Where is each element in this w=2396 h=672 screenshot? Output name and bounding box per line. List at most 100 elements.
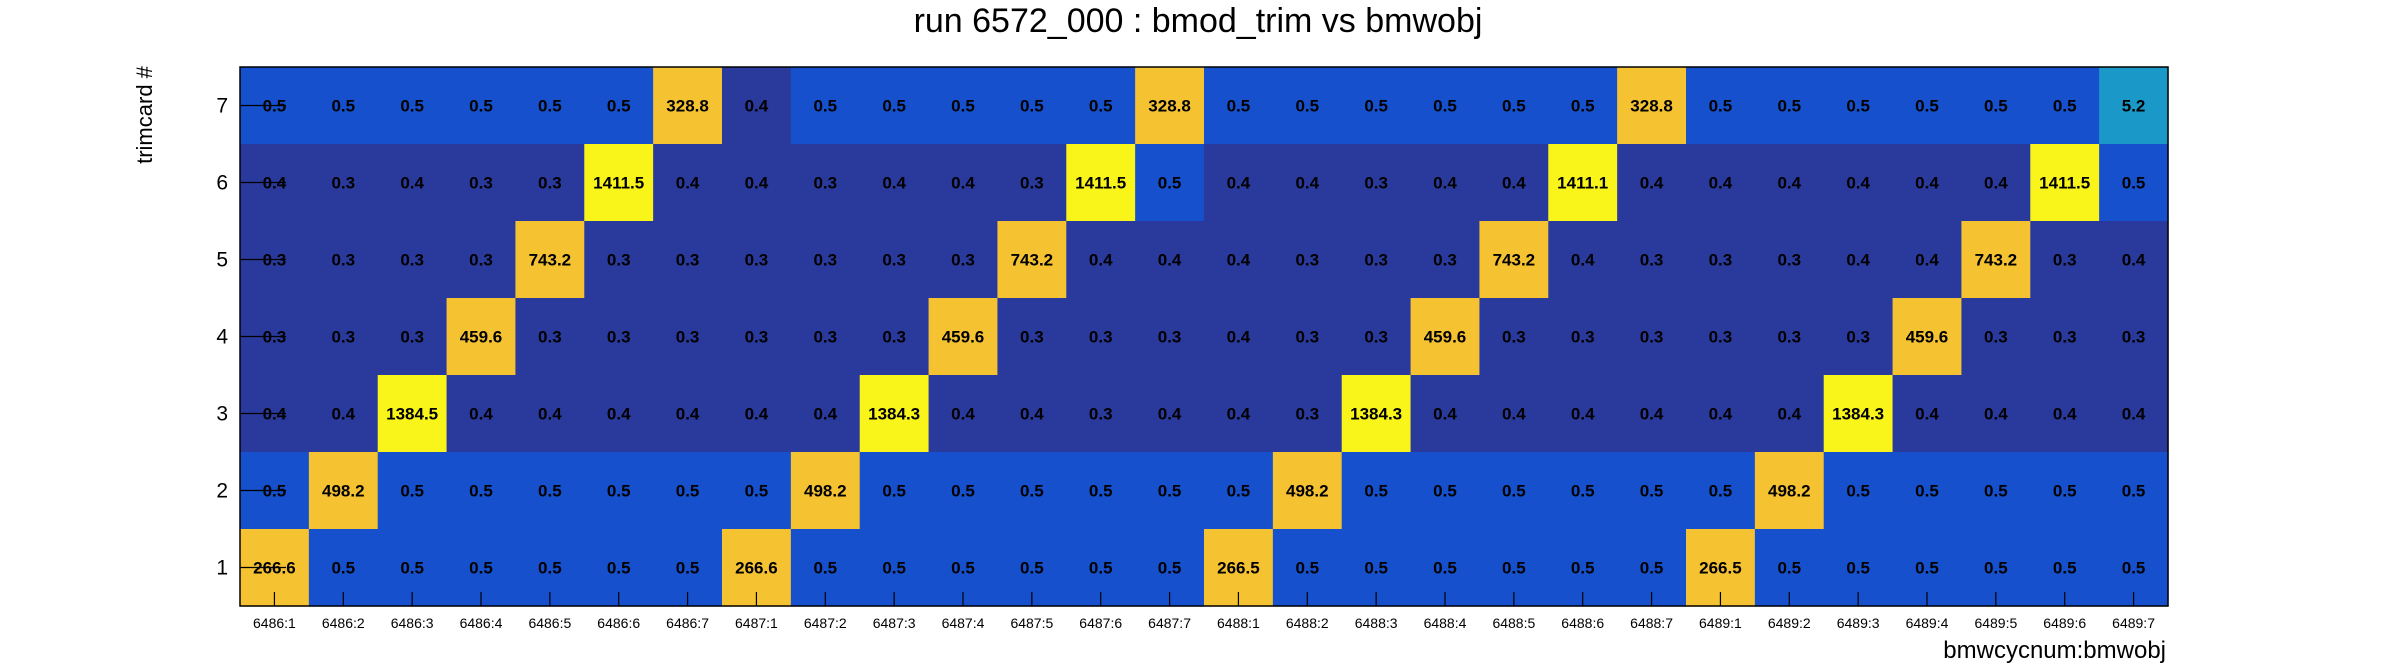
heatmap-cell [446, 67, 517, 145]
cell-value-label: 328.8 [666, 97, 709, 116]
heatmap-cell [997, 67, 1067, 145]
x-tick-label: 6488:4 [1424, 615, 1467, 631]
cell-value-label: 0.5 [1089, 482, 1113, 501]
cell-value-label: 0.3 [1777, 251, 1801, 270]
cell-value-label: 0.5 [2122, 559, 2146, 578]
heatmap-cell [1617, 67, 1687, 145]
cell-value-label: 0.5 [676, 559, 700, 578]
cell-value-label: 0.3 [400, 251, 424, 270]
heatmap-cell [1272, 144, 1343, 222]
heatmap-cell [1548, 144, 1618, 222]
cell-value-label: 0.3 [813, 328, 837, 347]
x-tick-label: 6486:1 [253, 615, 296, 631]
heatmap-cell [1341, 452, 1412, 530]
heatmap-cell [1617, 144, 1687, 222]
heatmap-cell [2030, 298, 2100, 376]
cell-value-label: 0.5 [538, 559, 562, 578]
heatmap-cell [377, 452, 448, 530]
heatmap-cell [722, 375, 792, 453]
heatmap-cell [1066, 452, 1136, 530]
heatmap-cell [584, 144, 654, 222]
cell-value-label: 459.6 [460, 328, 503, 347]
heatmap-cell [1754, 452, 1825, 530]
cell-value-label: 0.5 [1846, 559, 1870, 578]
heatmap-cell [790, 452, 861, 530]
cell-value-label: 0.3 [1364, 174, 1388, 193]
cell-value-label: 0.5 [469, 559, 493, 578]
x-axis-label: bmwcycnum:bmwobj [1943, 637, 2166, 664]
cell-value-label: 0.5 [1984, 97, 2008, 116]
heatmap-cell [1892, 452, 1963, 530]
cell-value-label: 498.2 [1768, 482, 1811, 501]
cell-value-label: 498.2 [1286, 482, 1329, 501]
cell-value-label: 0.4 [676, 405, 700, 424]
heatmap-cell [1410, 375, 1481, 453]
heatmap-cell [1410, 452, 1481, 530]
cell-value-label: 0.3 [607, 251, 631, 270]
cell-value-label: 0.5 [1158, 482, 1182, 501]
x-tick-label: 6488:2 [1286, 615, 1329, 631]
cell-value-label: 266.6 [735, 559, 778, 578]
cell-value-label: 0.4 [1640, 174, 1664, 193]
heatmap-cell [1823, 298, 1894, 376]
cell-value-label: 0.5 [1295, 97, 1319, 116]
cell-value-label: 0.4 [1709, 405, 1733, 424]
heatmap-cell [1823, 375, 1894, 453]
cell-value-label: 0.5 [1709, 97, 1733, 116]
cell-value-label: 0.3 [1020, 174, 1044, 193]
cell-value-label: 0.5 [1709, 482, 1733, 501]
x-tick-label: 6487:5 [1010, 615, 1053, 631]
cell-value-label: 0.3 [538, 174, 562, 193]
heatmap-cell [653, 375, 723, 453]
heatmap-cell [859, 452, 930, 530]
cell-value-label: 0.3 [1295, 405, 1319, 424]
cell-value-label: 1411.5 [1075, 174, 1126, 193]
cell-value-label: 0.3 [331, 174, 355, 193]
cell-value-label: 0.5 [951, 482, 975, 501]
cell-value-label: 1384.3 [868, 405, 920, 424]
heatmap-cell [1341, 67, 1412, 145]
heatmap-cell [1686, 144, 1756, 222]
cell-value-label: 0.4 [813, 405, 837, 424]
cell-value-label: 266.5 [1699, 559, 1742, 578]
heatmap-cell [308, 67, 379, 145]
heatmap-cell [1204, 144, 1274, 222]
heatmap-cell [1686, 375, 1756, 453]
cell-value-label: 0.5 [1571, 97, 1595, 116]
heatmap-cell [1686, 298, 1756, 376]
heatmap-cell [446, 298, 517, 376]
heatmap-cell [1617, 375, 1687, 453]
cell-value-label: 0.5 [813, 97, 837, 116]
heatmap-cell [2099, 67, 2169, 145]
cell-value-label: 0.5 [607, 482, 631, 501]
heatmap-cell [928, 67, 999, 145]
heatmap-cell [1754, 144, 1825, 222]
heatmap-cell [377, 375, 448, 453]
heatmap-cell [790, 375, 861, 453]
heatmap-cell [1961, 144, 2031, 222]
cell-value-label: 0.5 [1364, 97, 1388, 116]
heatmap-cell [928, 221, 999, 299]
x-tick-label: 6489:3 [1837, 615, 1880, 631]
cell-value-label: 459.6 [1424, 328, 1467, 347]
heatmap-cell [1892, 144, 1963, 222]
cell-value-label: 743.2 [1493, 251, 1536, 270]
heatmap-cell [859, 375, 930, 453]
cell-value-label: 0.5 [400, 559, 424, 578]
heatmap-cell [790, 144, 861, 222]
cell-value-label: 0.4 [607, 405, 631, 424]
cell-value-label: 0.3 [1295, 328, 1319, 347]
x-tick-label: 6489:2 [1768, 615, 1811, 631]
heatmap-cell [1892, 375, 1963, 453]
cell-value-label: 0.4 [1915, 405, 1939, 424]
cell-value-label: 0.5 [607, 559, 631, 578]
heatmap-cell [1272, 67, 1343, 145]
cell-value-label: 743.2 [1011, 251, 1054, 270]
cell-value-label: 0.3 [1089, 405, 1113, 424]
heatmap-cell [928, 298, 999, 376]
heatmap-cell [308, 375, 379, 453]
heatmap-cell [1479, 452, 1549, 530]
cell-value-label: 0.5 [951, 559, 975, 578]
cell-value-label: 0.4 [538, 405, 562, 424]
cell-value-label: 0.5 [676, 482, 700, 501]
